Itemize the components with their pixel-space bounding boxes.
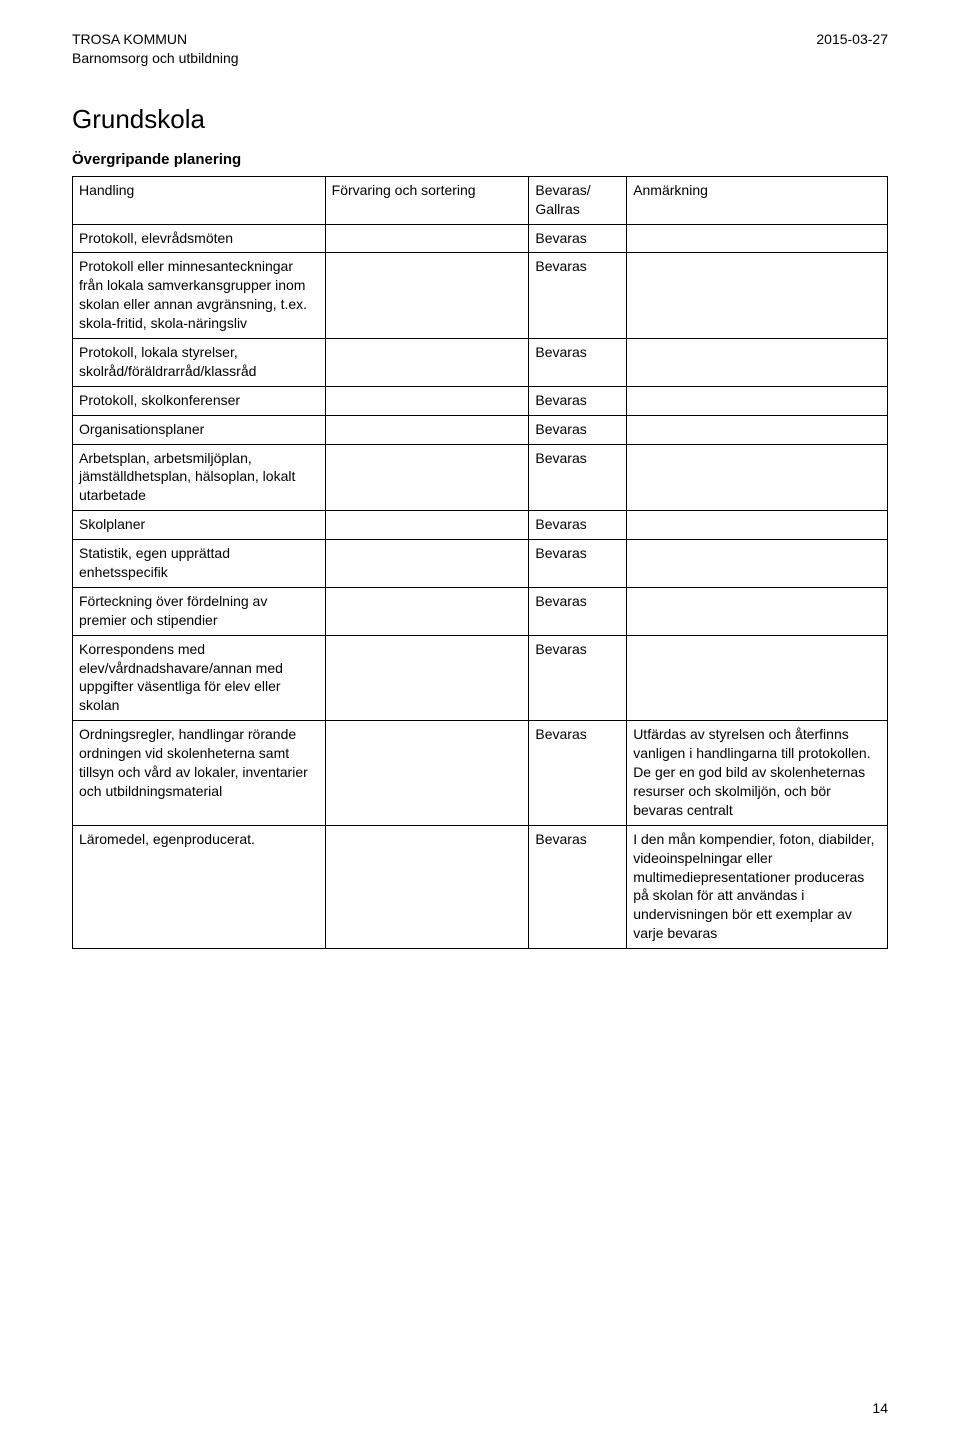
cell-bevaras: Bevaras (529, 339, 627, 387)
cell-handling: Läromedel, egenproducerat. (73, 825, 326, 948)
col-header-anmarkning: Anmärkning (627, 176, 888, 224)
table-row: Protokoll, elevrådsmöten Bevaras (73, 224, 888, 253)
col-header-forvaring: Förvaring och sortering (325, 176, 529, 224)
cell-handling: Protokoll eller minnesanteckningar från … (73, 253, 326, 339)
cell-handling: Organisationsplaner (73, 415, 326, 444)
org-name-line2: Barnomsorg och utbildning (72, 49, 239, 68)
org-name-line1: TROSA KOMMUN (72, 30, 239, 49)
cell-forvaring (325, 444, 529, 511)
cell-forvaring (325, 540, 529, 588)
cell-bevaras: Bevaras (529, 587, 627, 635)
cell-handling: Förteckning över fördelning av premier o… (73, 587, 326, 635)
page-title: Grundskola (72, 104, 888, 135)
cell-handling: Protokoll, lokala styrelser, skolråd/för… (73, 339, 326, 387)
cell-anmarkning (627, 511, 888, 540)
cell-anmarkning (627, 540, 888, 588)
table-row: Protokoll eller minnesanteckningar från … (73, 253, 888, 339)
cell-bevaras: Bevaras (529, 825, 627, 948)
col-header-bevaras: Bevaras/ Gallras (529, 176, 627, 224)
cell-bevaras: Bevaras (529, 540, 627, 588)
cell-bevaras: Bevaras (529, 511, 627, 540)
table-row: Statistik, egen upprättad enhetsspecifik… (73, 540, 888, 588)
table-row: Läromedel, egenproducerat. Bevaras I den… (73, 825, 888, 948)
page-header: TROSA KOMMUN Barnomsorg och utbildning 2… (72, 30, 888, 68)
table-row: Korrespondens med elev/vårdnadshavare/an… (73, 635, 888, 721)
table-row: Arbetsplan, arbetsmiljöplan, jämställdhe… (73, 444, 888, 511)
cell-anmarkning (627, 635, 888, 721)
cell-bevaras: Bevaras (529, 386, 627, 415)
cell-handling: Arbetsplan, arbetsmiljöplan, jämställdhe… (73, 444, 326, 511)
cell-forvaring (325, 224, 529, 253)
table-row: Ordningsregler, handlingar rörande ordni… (73, 721, 888, 825)
cell-forvaring (325, 386, 529, 415)
cell-forvaring (325, 825, 529, 948)
cell-bevaras: Bevaras (529, 253, 627, 339)
cell-forvaring (325, 415, 529, 444)
table-row: Protokoll, skolkonferenser Bevaras (73, 386, 888, 415)
cell-forvaring (325, 339, 529, 387)
header-date: 2015-03-27 (816, 30, 888, 68)
cell-forvaring (325, 511, 529, 540)
cell-forvaring (325, 635, 529, 721)
cell-handling: Korrespondens med elev/vårdnadshavare/an… (73, 635, 326, 721)
cell-bevaras: Bevaras (529, 224, 627, 253)
planning-table: Handling Förvaring och sortering Bevaras… (72, 176, 888, 949)
cell-anmarkning (627, 415, 888, 444)
page-number: 14 (872, 1400, 888, 1416)
cell-bevaras: Bevaras (529, 721, 627, 825)
cell-anmarkning: Utfärdas av styrelsen och återfinns vanl… (627, 721, 888, 825)
cell-anmarkning (627, 587, 888, 635)
table-row: Organisationsplaner Bevaras (73, 415, 888, 444)
cell-handling: Protokoll, skolkonferenser (73, 386, 326, 415)
cell-anmarkning (627, 224, 888, 253)
table-row: Förteckning över fördelning av premier o… (73, 587, 888, 635)
cell-handling: Statistik, egen upprättad enhetsspecifik (73, 540, 326, 588)
cell-forvaring (325, 253, 529, 339)
cell-forvaring (325, 587, 529, 635)
cell-handling: Protokoll, elevrådsmöten (73, 224, 326, 253)
document-page: TROSA KOMMUN Barnomsorg och utbildning 2… (0, 0, 960, 1444)
cell-forvaring (325, 721, 529, 825)
cell-handling: Skolplaner (73, 511, 326, 540)
table-row: Protokoll, lokala styrelser, skolråd/för… (73, 339, 888, 387)
cell-bevaras: Bevaras (529, 415, 627, 444)
cell-anmarkning (627, 339, 888, 387)
cell-anmarkning (627, 253, 888, 339)
table-row: Skolplaner Bevaras (73, 511, 888, 540)
header-left: TROSA KOMMUN Barnomsorg och utbildning (72, 30, 239, 68)
section-subheading: Övergripande planering (72, 151, 888, 168)
col-header-handling: Handling (73, 176, 326, 224)
cell-bevaras: Bevaras (529, 635, 627, 721)
table-header-row: Handling Förvaring och sortering Bevaras… (73, 176, 888, 224)
cell-anmarkning (627, 444, 888, 511)
cell-bevaras: Bevaras (529, 444, 627, 511)
cell-handling: Ordningsregler, handlingar rörande ordni… (73, 721, 326, 825)
cell-anmarkning (627, 386, 888, 415)
cell-anmarkning: I den mån kompendier, foton, diabilder, … (627, 825, 888, 948)
